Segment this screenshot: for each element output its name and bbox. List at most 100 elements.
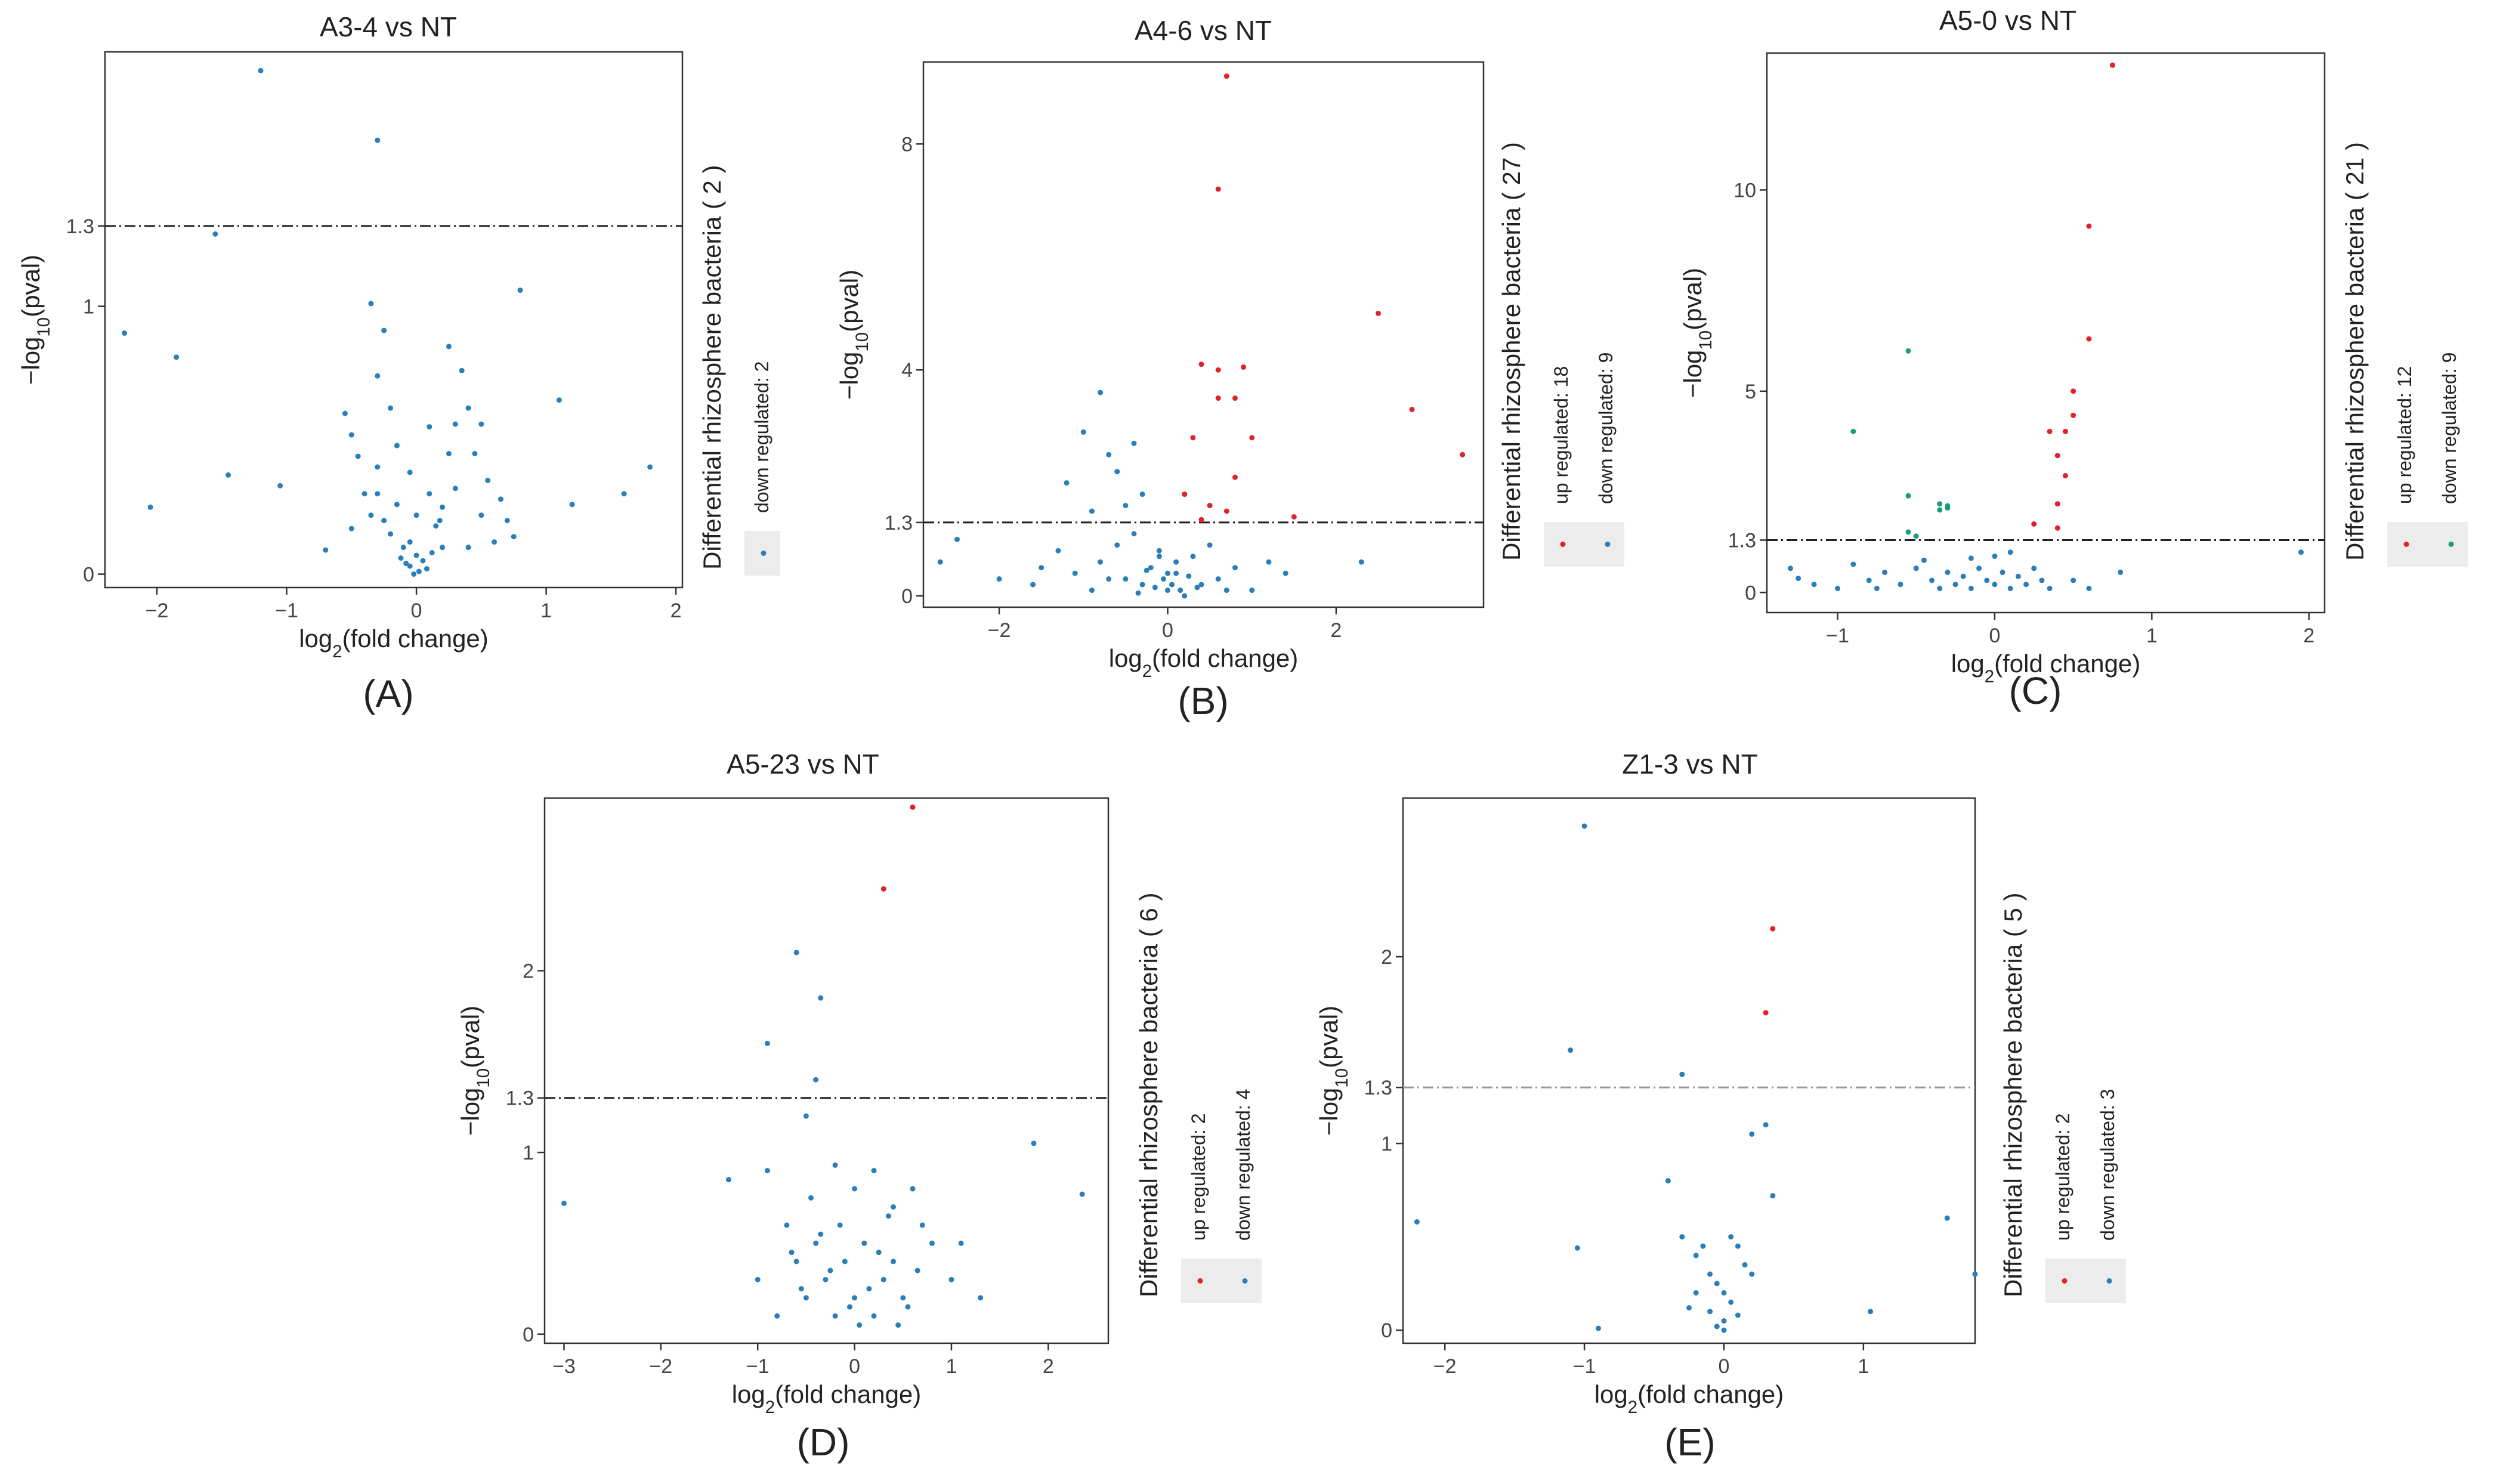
point-ns [446,451,452,456]
point-down [1905,529,1911,535]
point-ns [1972,1271,1978,1277]
point-ns [427,424,432,430]
points [1788,62,2304,592]
point-ns [808,1195,814,1201]
legend-key-background [2045,1259,2126,1303]
point-ns [375,464,381,470]
point-ns [1976,565,1982,571]
point-ns [361,491,367,497]
point-ns [978,1295,984,1301]
legend-item-label: down regulated: 9 [2439,353,2460,504]
point-up [2031,521,2037,527]
point-down [1581,823,1587,829]
point-ns [866,1286,872,1292]
point-up [1232,395,1238,401]
panel-3: A5-0 vs NT −1 0 1 2 0 1.3 5 10 log2(fold change) −… [1679,5,2468,712]
point-ns [789,1250,795,1256]
panel-label: (B) [1178,679,1228,722]
y-tick-label: 0 [1745,582,1756,604]
point-ns [1160,576,1166,582]
point-ns [1215,576,1221,582]
point-ns [910,1186,916,1192]
point-ns [1249,588,1255,593]
point-ns [225,472,231,478]
y-tick-label: 0 [83,564,94,586]
point-ns [2007,549,2013,555]
point-ns [1921,557,1927,563]
point-ns [1714,1281,1720,1287]
point-ns [1913,565,1919,571]
panel-5: Z1-3 vs NT −2 −1 0 1 0 1 1.3 2 log2(fold change) −… [1315,749,2126,1464]
point-ns [2000,570,2005,576]
legend-item-swatch [1197,1278,1203,1284]
legend-item-label: up regulated: 18 [1550,366,1572,504]
point-ns [996,576,1002,582]
point-ns [381,327,387,333]
point-up [2071,412,2076,418]
point-up [1215,186,1221,192]
y-tick-label: 2 [1381,946,1392,969]
point-up [2054,453,2060,459]
point-ns [368,301,374,307]
point-ns [1984,577,1990,583]
point-ns [832,1162,838,1168]
point-ns [871,1313,877,1319]
point-ns [1735,1312,1741,1318]
point-ns [1135,590,1141,596]
point-ns [1721,1318,1727,1324]
point-ns [407,563,413,569]
legend-title: Differential rhizosphere bacteria ( 6 ) [1135,892,1163,1297]
point-ns [459,367,465,373]
point-ns [569,502,575,508]
point-up [2062,473,2068,479]
point-ns [1194,585,1200,590]
point-up [1460,452,1466,457]
point-ns [900,1295,906,1301]
point-ns [895,1322,901,1328]
y-tick-label: 5 [1745,381,1756,403]
point-ns [929,1240,935,1246]
point-ns [764,1168,770,1174]
point-up [1198,361,1204,367]
points [937,73,1466,599]
point-ns [1968,586,1974,592]
point-ns [837,1222,843,1228]
legend-title: Differential rhizosphere bacteria ( 21 ) [2341,142,2369,561]
point-ns [871,1168,877,1174]
point-ns [891,1259,897,1265]
point-ns [388,405,394,411]
point-ns [813,1240,819,1246]
point-ns [1866,577,1872,583]
point-ns [1039,565,1045,571]
x-tick-label: 2 [1043,1355,1054,1378]
point-ns [1898,582,1903,588]
point-down [1679,1071,1685,1077]
legend: Differential rhizosphere bacteria ( 21 )… [2341,142,2468,567]
point-ns [1089,588,1095,593]
legend-item-swatch [2448,542,2454,547]
legend-item-swatch [1605,542,1611,547]
point-ns [1749,1131,1755,1137]
y-axis-label: −log10(pval) [1315,1006,1352,1136]
point-ns [1749,1271,1755,1277]
y-tick-label: 1.3 [66,215,94,238]
y-tick-label: 0 [523,1324,534,1346]
point-ns [277,483,283,489]
point-up [1207,503,1213,509]
point-ns [420,558,426,564]
point-ns [1868,1309,1874,1315]
point-up [880,886,886,892]
point-down [1937,501,1943,507]
point-ns [857,1322,863,1328]
legend-item-label: down regulated: 3 [2097,1089,2118,1241]
point-ns [348,525,354,531]
x-tick-label: 0 [411,599,422,622]
point-ns [1742,1262,1748,1268]
point-ns [1232,565,1238,571]
point-ns [818,1231,824,1237]
point-ns [823,1276,829,1282]
point-ns [937,559,943,565]
point-ns [852,1186,858,1192]
plot-frame [543,797,1110,1344]
point-down [1905,348,1911,354]
